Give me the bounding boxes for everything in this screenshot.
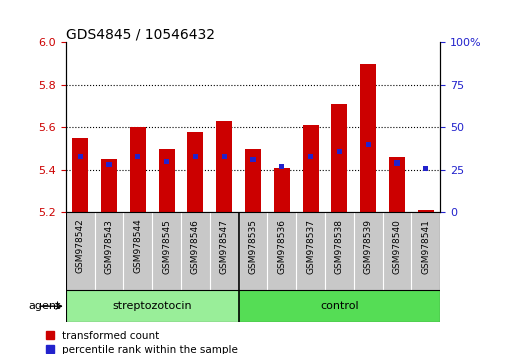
Bar [130, 127, 145, 212]
Bar [210, 212, 238, 290]
Bar [66, 290, 238, 322]
Text: GSM978538: GSM978538 [334, 219, 343, 274]
Bar [221, 154, 226, 159]
Text: streptozotocin: streptozotocin [112, 301, 191, 311]
Text: agent: agent [28, 301, 61, 311]
Bar [388, 157, 404, 212]
Bar [336, 149, 341, 154]
Text: GSM978543: GSM978543 [104, 219, 113, 274]
Text: GSM978544: GSM978544 [133, 219, 142, 273]
Bar [324, 212, 353, 290]
Bar [135, 154, 140, 159]
Bar [308, 154, 313, 159]
Bar [238, 290, 439, 322]
Text: GSM978542: GSM978542 [76, 219, 84, 273]
Bar [106, 162, 112, 167]
Bar [331, 104, 346, 212]
Text: GDS4845 / 10546432: GDS4845 / 10546432 [66, 27, 214, 41]
Bar [422, 166, 428, 171]
Bar [250, 157, 255, 162]
Bar [417, 210, 433, 212]
Bar [152, 212, 181, 290]
Bar [360, 64, 375, 212]
Bar [365, 142, 370, 147]
Bar [302, 125, 318, 212]
Text: GSM978541: GSM978541 [421, 219, 429, 274]
Bar [295, 212, 324, 290]
Bar [72, 138, 88, 212]
Bar [353, 212, 382, 290]
Bar [123, 212, 152, 290]
Bar [393, 160, 399, 166]
Bar [159, 149, 174, 212]
Text: GSM978540: GSM978540 [392, 219, 401, 274]
Text: GSM978537: GSM978537 [306, 219, 315, 274]
Bar [101, 159, 117, 212]
Text: GSM978536: GSM978536 [277, 219, 286, 274]
Bar [244, 149, 261, 212]
Bar [411, 212, 439, 290]
Text: control: control [320, 301, 358, 311]
Legend: transformed count, percentile rank within the sample: transformed count, percentile rank withi… [45, 331, 238, 354]
Text: GSM978539: GSM978539 [363, 219, 372, 274]
Bar [66, 212, 94, 290]
Text: GSM978535: GSM978535 [248, 219, 257, 274]
Bar [187, 132, 203, 212]
Bar [94, 212, 123, 290]
Bar [238, 212, 267, 290]
Bar [181, 212, 210, 290]
Text: GSM978546: GSM978546 [190, 219, 199, 274]
Bar [216, 121, 232, 212]
Bar [164, 159, 169, 164]
Text: GSM978547: GSM978547 [219, 219, 228, 274]
Text: GSM978545: GSM978545 [162, 219, 171, 274]
Bar [267, 212, 295, 290]
Bar [192, 154, 197, 159]
Bar [279, 164, 284, 169]
Bar [382, 212, 411, 290]
Bar [77, 154, 83, 159]
Bar [273, 168, 289, 212]
